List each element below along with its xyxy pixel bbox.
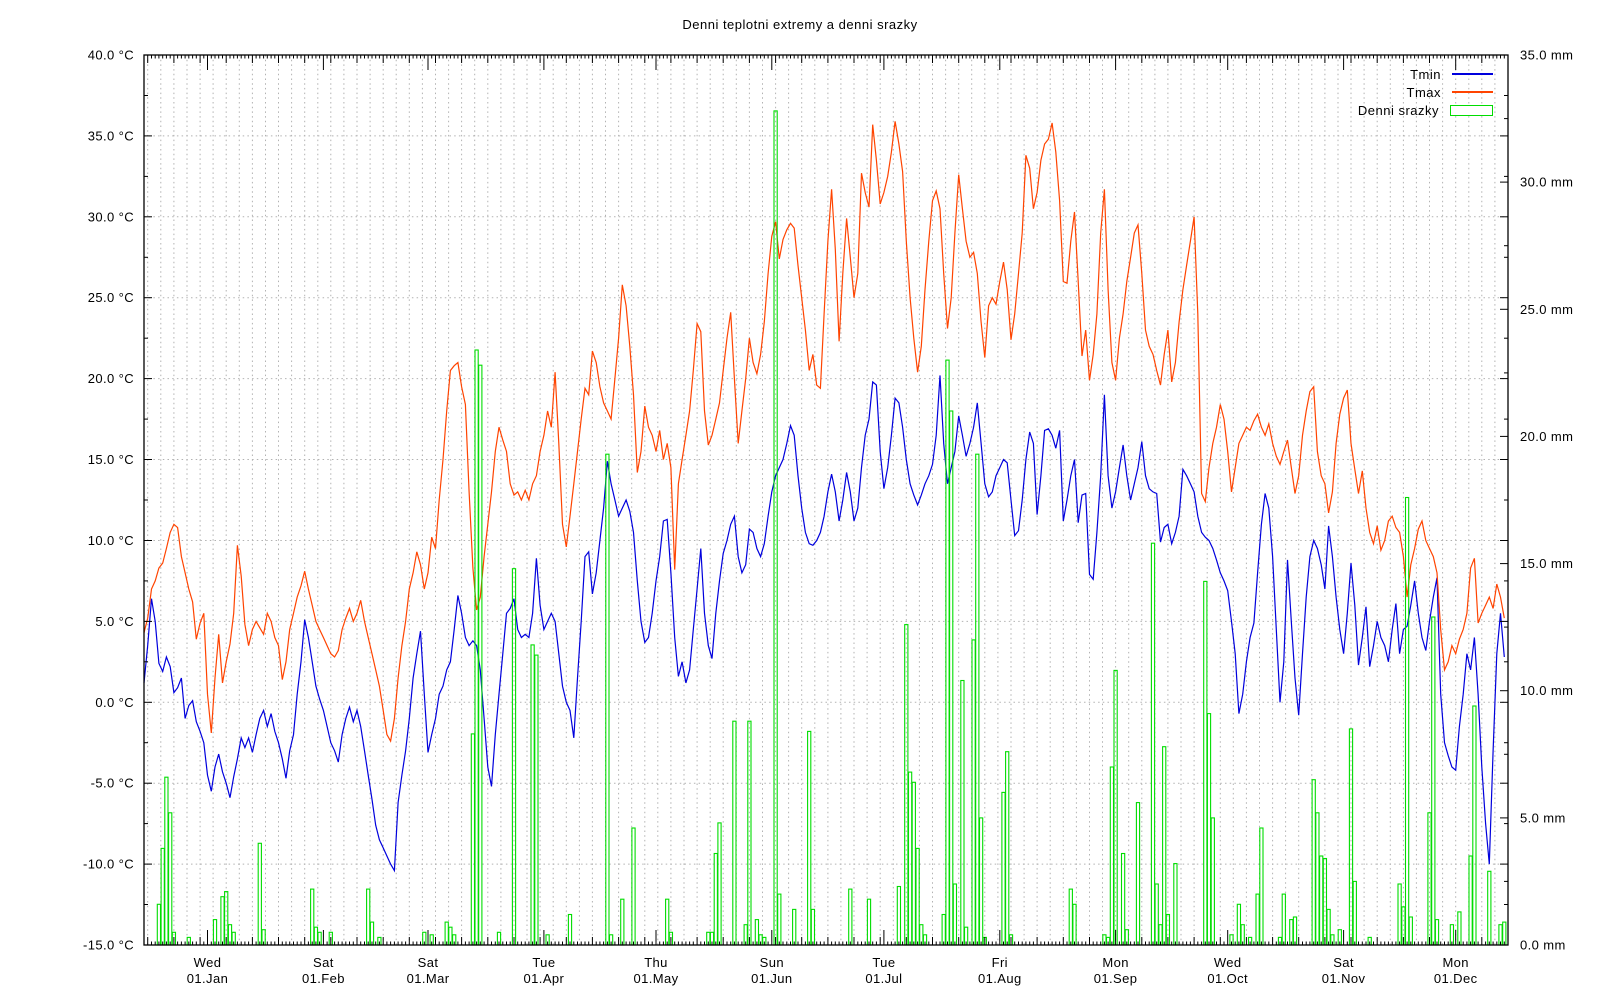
grid (144, 55, 1508, 945)
x-axis-date-label: 01.May (633, 971, 678, 986)
right-axis-label: 20.0 mm (1520, 429, 1573, 444)
x-axis-date-label: 01.Jul (865, 971, 902, 986)
legend-label-srazky: Denni srazky (1357, 102, 1439, 118)
left-axis-label: 40.0 °C (88, 48, 134, 63)
right-axis-label: 10.0 mm (1520, 683, 1573, 698)
left-axis-label: 30.0 °C (88, 209, 134, 224)
x-axis-weekday-label: Sat (1333, 955, 1354, 970)
x-axis-weekday-label: Tue (872, 955, 895, 970)
legend-label-tmin: Tmin (1410, 66, 1441, 82)
x-axis-date-label: 01.Jun (751, 971, 792, 986)
right-axis-label: 5.0 mm (1520, 810, 1566, 825)
x-axis-weekday-label: Wed (194, 955, 222, 970)
x-axis-weekday-label: Tue (532, 955, 555, 970)
right-axis-label: 15.0 mm (1520, 556, 1573, 571)
x-axis-weekday-label: Thu (644, 955, 668, 970)
left-axis-label: 35.0 °C (88, 128, 134, 143)
tmin-line (143, 375, 1505, 873)
x-axis-date-label: 01.Nov (1322, 971, 1366, 986)
srazky-box-sample-icon (1450, 104, 1493, 116)
axis-ticks (143, 54, 1509, 946)
plot-border (143, 54, 1509, 946)
left-axis-label: 5.0 °C (95, 614, 134, 629)
left-axis-label: -15.0 °C (83, 938, 134, 953)
tmin-line-sample-icon (1452, 73, 1493, 75)
left-axis-label: -5.0 °C (91, 776, 134, 791)
x-axis-weekday-label: Sun (760, 955, 784, 970)
left-axis-label: 0.0 °C (95, 695, 134, 710)
x-axis-weekday-label: Mon (1102, 955, 1129, 970)
x-axis-date-label: 01.Sep (1094, 971, 1138, 986)
x-axis-date-label: 01.Feb (302, 971, 345, 986)
x-axis-weekday-label: Fri (992, 955, 1008, 970)
chart-title: Denni teplotni extremy a denni srazky (682, 17, 918, 32)
tmax-line (143, 121, 1505, 743)
x-axis-date-label: 01.Mar (407, 971, 450, 986)
legend-label-tmax: Tmax (1406, 84, 1441, 100)
x-axis-weekday-label: Wed (1214, 955, 1242, 970)
right-axis-label: 30.0 mm (1520, 175, 1573, 190)
x-axis-date-label: 01.Apr (524, 971, 565, 986)
right-axis-label: 25.0 mm (1520, 302, 1573, 317)
x-axis-date-label: 01.Jan (187, 971, 228, 986)
x-axis-weekday-label: Sat (418, 955, 439, 970)
legend-row-srazky: Denni srazky (1358, 101, 1493, 119)
tmax-line-sample-icon (1452, 91, 1493, 93)
x-axis-weekday-label: Sat (313, 955, 334, 970)
left-axis-label: 15.0 °C (88, 452, 134, 467)
legend-row-tmin: Tmin (1358, 65, 1493, 83)
x-axis-date-label: 01.Dec (1434, 971, 1478, 986)
x-axis-weekday-label: Mon (1442, 955, 1469, 970)
precip-bars (156, 110, 1507, 946)
left-axis-label: 10.0 °C (88, 533, 134, 548)
axis-labels: 40.0 °C 35.0 °C 30.0 °C 25.0 °C 20.0 °C 15.0 … (83, 48, 1573, 987)
left-axis-label: 25.0 °C (88, 290, 134, 305)
left-axis-label: 20.0 °C (88, 371, 134, 386)
x-axis-date-label: 01.Oct (1207, 971, 1248, 986)
legend: Tmin Tmax Denni srazky (1358, 65, 1493, 119)
left-axis-label: -10.0 °C (83, 857, 134, 872)
right-axis-label: 0.0 mm (1520, 938, 1566, 953)
right-axis-label: 35.0 mm (1520, 48, 1573, 63)
x-axis-date-label: 01.Aug (978, 971, 1022, 986)
legend-row-tmax: Tmax (1358, 83, 1493, 101)
